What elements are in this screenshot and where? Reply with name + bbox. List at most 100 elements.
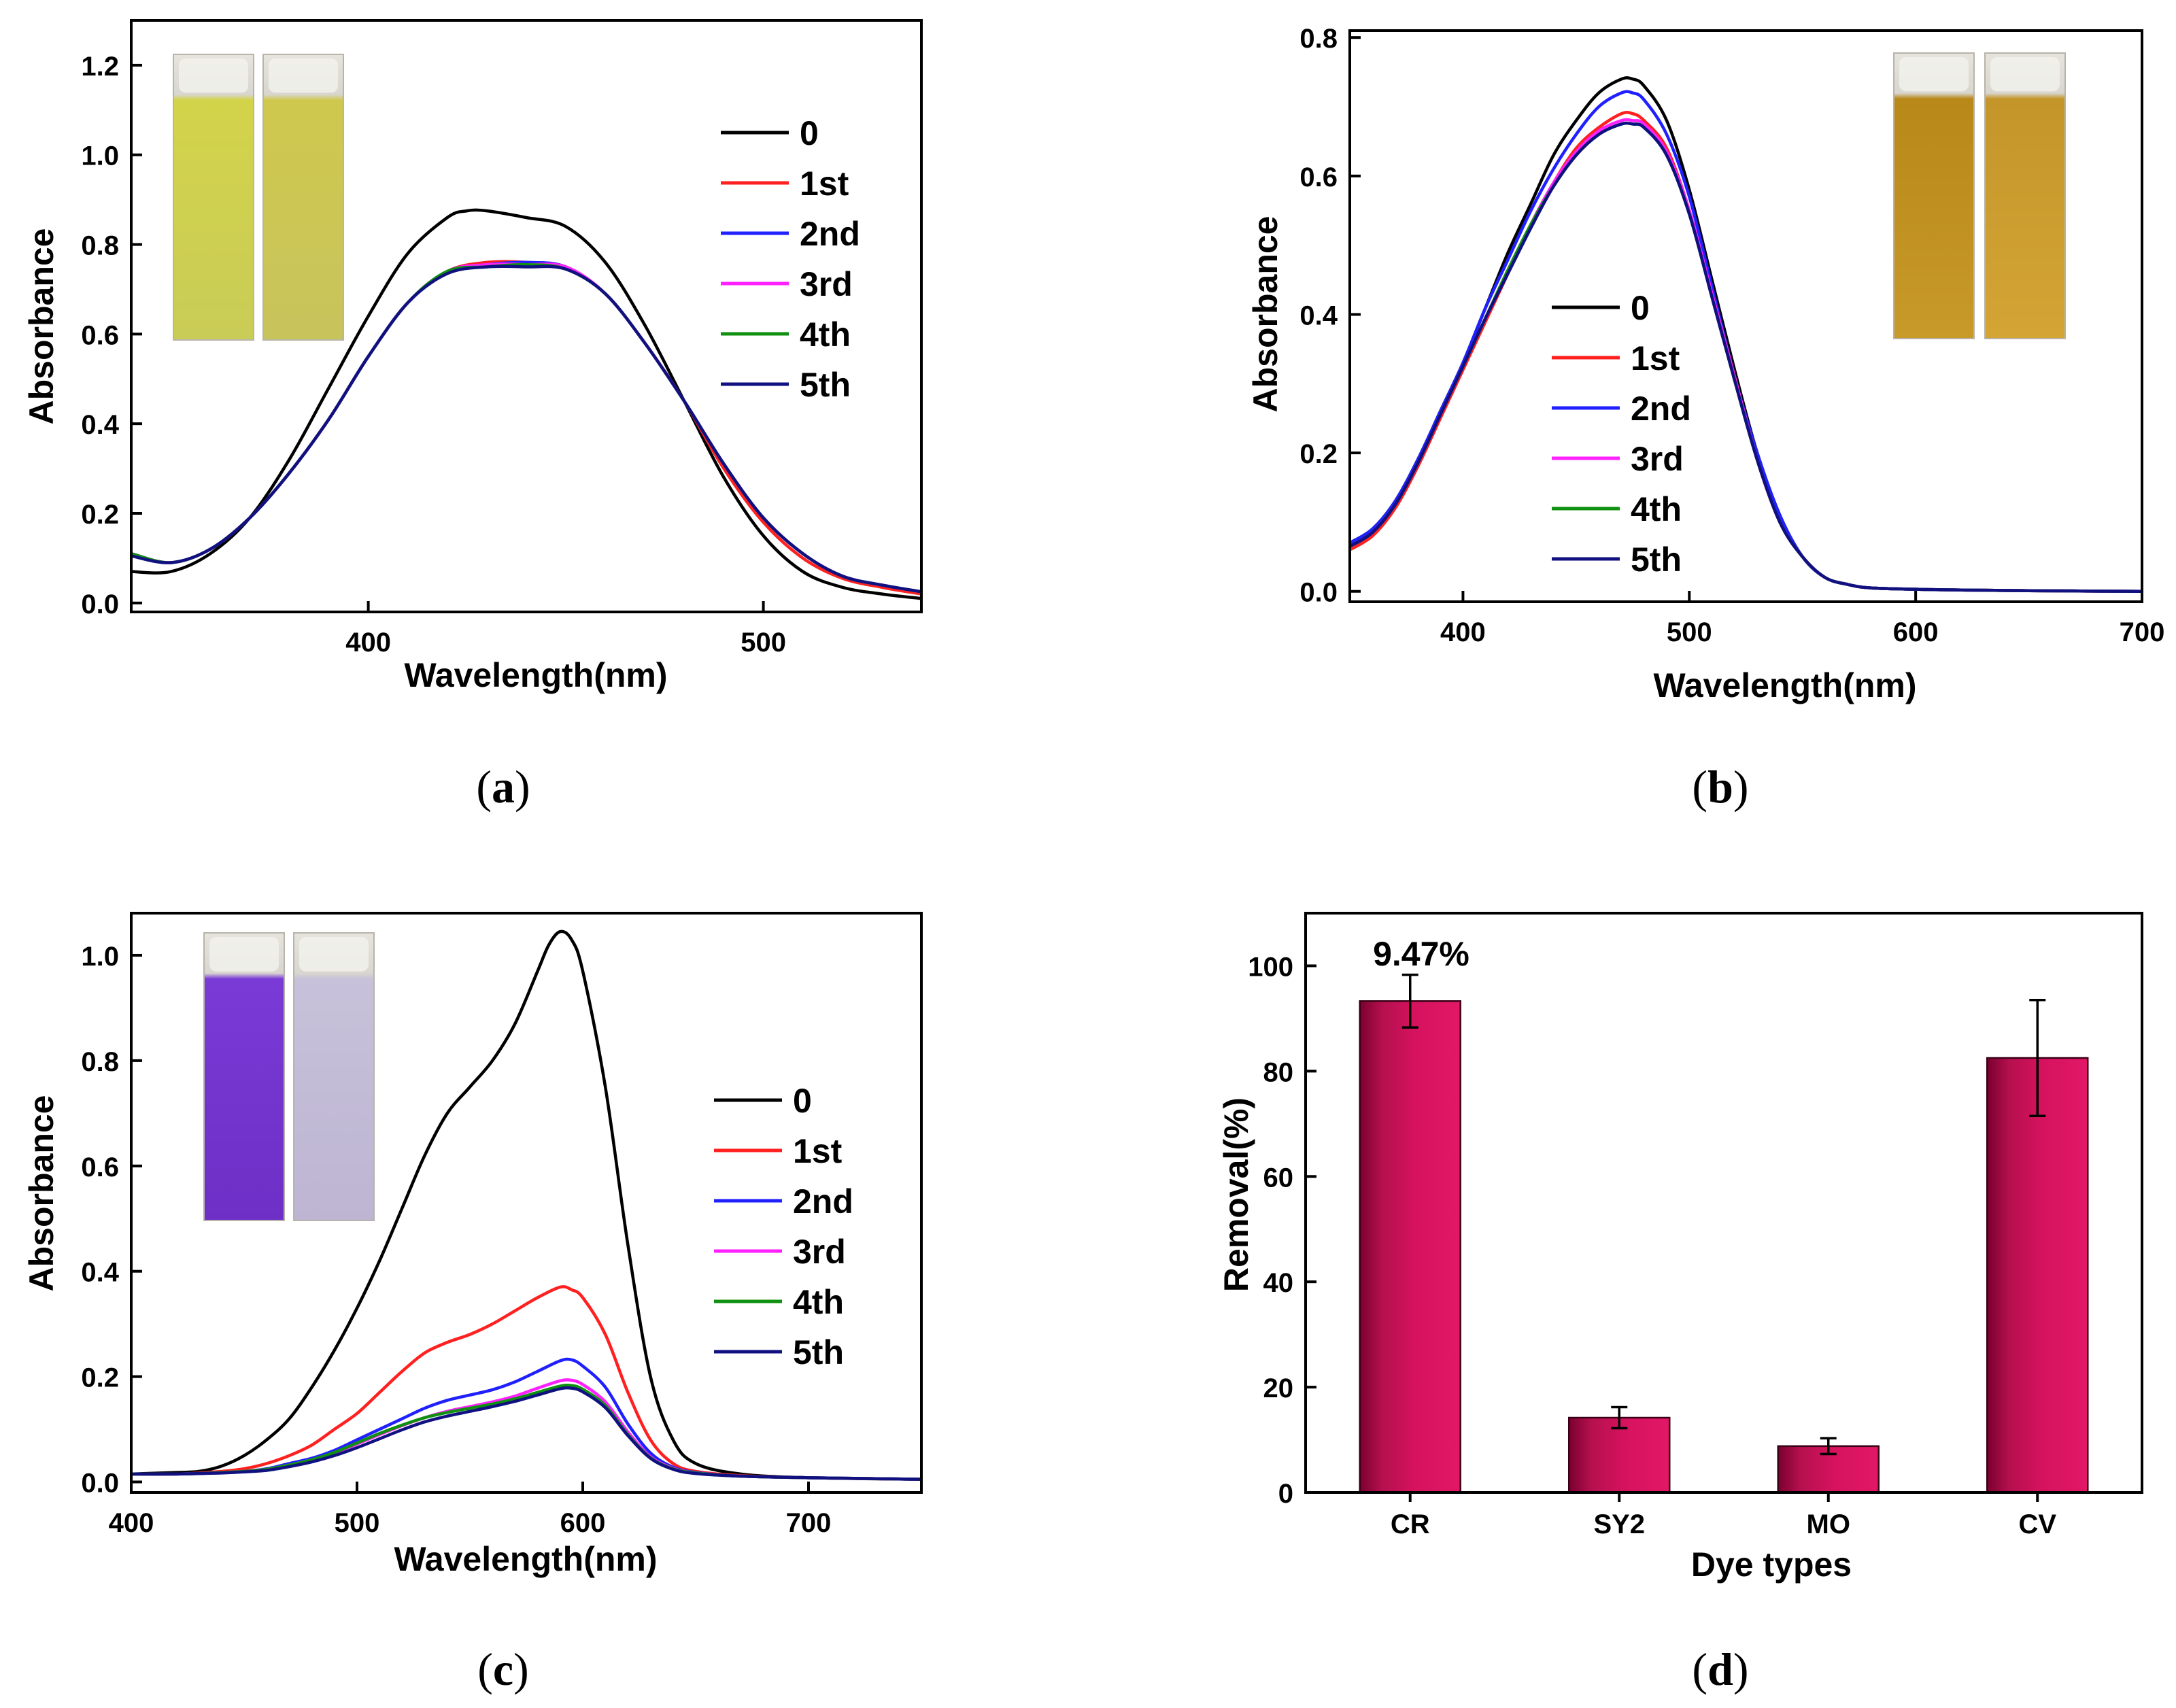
panel-b-absorbance-chart: 400 500 600 700 0.0 0.2 0.4 0.6 0.8 0 1st 2nd 3rd 4… [1246, 24, 2164, 813]
panel-a-y-tick-label: 0.8 [81, 231, 119, 261]
panel-c-legend-label-2nd: 2nd [793, 1182, 853, 1220]
panel-b-x-tick-label: 400 [1440, 617, 1486, 647]
panel-c-plot-frame [130, 912, 923, 1494]
panel-a-series-line-5th [131, 264, 921, 594]
panel-b-cuvette-cap-2 [1990, 57, 2060, 92]
panel-a-x-ticks: 400 500 [345, 601, 786, 657]
panel-b-cuvette-2 [1984, 52, 2066, 339]
panel-d-y-tick-label: 60 [1263, 1163, 1294, 1193]
panel-a-y-tick-label: 0.6 [81, 320, 119, 350]
panel-d-x-ticks: CR SY2 MO CV [1391, 1492, 2056, 1539]
panel-c-series-line-1st [131, 1285, 921, 1481]
panel-a-y-tick-label: 1.2 [81, 52, 119, 82]
panel-b-y-tick-label: 0.8 [1299, 24, 1338, 54]
panel-b-y-tick-label: 0.0 [1299, 578, 1338, 608]
panel-a-y-tick-label: 0.2 [81, 500, 119, 530]
panel-a-x-tick-label: 400 [345, 628, 391, 657]
panel-b-cuvette-inset [1893, 52, 2066, 339]
panel-c-cuvette-inset [203, 932, 375, 1221]
panel-d-bars [1359, 973, 2089, 1494]
panel-c-legend-label-5th: 5th [793, 1333, 844, 1371]
panel-a-x-tick-label: 500 [741, 628, 786, 657]
panel-d-caption: (d) [1692, 1643, 1748, 1695]
panel-d-y-tick-label: 0 [1278, 1479, 1293, 1509]
panel-d-x-tick-label-sy2: SY2 [1593, 1509, 1645, 1539]
panel-b-legend: 0 1st 2nd 3rd 4th 5th [1552, 289, 1691, 579]
panel-a-cuvette-2 [262, 54, 344, 341]
panel-b-caption: (b) [1692, 761, 1748, 813]
panel-a-cuvette-cap-1 [179, 58, 248, 93]
panel-a-cuvette-1 [173, 54, 254, 341]
panel-b-legend-label-4th: 4th [1631, 490, 1682, 528]
panel-a-caption: (a) [476, 761, 530, 813]
panel-b-series [1350, 76, 2142, 593]
panel-c-series-line-2nd [131, 1357, 921, 1481]
panel-a-legend: 0 1st 2nd 3rd 4th 5th [721, 114, 860, 404]
panel-a-cuvette-inset [173, 54, 344, 341]
panel-d-y-tick-label: 80 [1263, 1057, 1294, 1087]
panel-a-legend-label-5th: 5th [800, 366, 851, 404]
panel-c-y-tick-label: 0.8 [81, 1047, 119, 1077]
panel-a-legend-label-4th: 4th [800, 315, 851, 354]
panel-c-x-tick-label: 500 [335, 1508, 380, 1538]
panel-b-series-lines [1350, 76, 2142, 593]
panel-d-x-tick-label-cr: CR [1391, 1509, 1430, 1539]
panel-d-y-ticks: 0 20 40 60 80 100 [1248, 952, 1316, 1509]
panel-c-cuvette-cap-2 [299, 937, 369, 972]
panel-d-caption-paren-open: ( [1692, 1643, 1707, 1695]
panel-b-y-tick-label: 0.4 [1299, 301, 1338, 330]
panel-b-legend-label-5th: 5th [1631, 541, 1682, 579]
panel-a-caption-paren-close: ) [515, 761, 530, 813]
panel-c-legend-label-4th: 4th [793, 1283, 844, 1321]
panel-b-legend-label-1st: 1st [1631, 339, 1680, 377]
panel-c-x-axis-label: Wavelength(nm) [394, 1540, 657, 1578]
panel-a-series [131, 208, 921, 600]
panel-d-plot-frame [1304, 912, 2143, 1494]
panel-c-cuvette-2 [293, 932, 375, 1221]
panel-c-y-tick-label: 0.6 [81, 1152, 119, 1182]
panel-b-caption-paren-close: ) [1733, 761, 1749, 813]
panel-c-x-tick-label: 400 [109, 1508, 154, 1538]
panel-b-legend-label-2nd: 2nd [1631, 390, 1691, 428]
panel-b-x-axis-label: Wavelength(nm) [1653, 666, 1916, 704]
panel-d-x-axis-label: Dye types [1691, 1545, 1852, 1584]
panel-c-legend-label-3rd: 3rd [793, 1233, 846, 1271]
panel-d-caption-letter: d [1707, 1643, 1733, 1695]
panel-b-x-tick-label: 700 [2120, 617, 2165, 647]
panel-c-x-tick-label: 700 [786, 1508, 832, 1538]
panel-a-series-line-0 [131, 208, 921, 600]
panel-c-caption-paren-close: ) [513, 1643, 529, 1695]
panel-c-legend-label-0: 0 [793, 1082, 812, 1120]
panel-c-y-ticks: 0.0 0.2 0.4 0.6 0.8 1.0 [81, 942, 142, 1499]
panel-a-legend-label-2nd: 2nd [800, 215, 860, 253]
panel-b-x-tick-label: 500 [1667, 617, 1712, 647]
panel-b-caption-paren-open: ( [1692, 761, 1707, 813]
panel-b-cuvette-cap-1 [1899, 57, 1969, 92]
panel-b-cuvette-1 [1893, 52, 1975, 339]
panel-b-caption-letter: b [1707, 761, 1733, 813]
panel-c-y-axis-label: Absorbance [22, 1095, 61, 1292]
panel-c-y-tick-label: 0.0 [81, 1469, 119, 1499]
panel-d-y-axis-label: Removal(%) [1217, 1097, 1255, 1292]
panel-a-legend-label-1st: 1st [800, 165, 849, 203]
panel-b-plot-frame [1348, 29, 2143, 603]
panel-c-x-ticks: 400 500 600 700 [109, 1482, 832, 1538]
panel-b-legend-label-0: 0 [1631, 289, 1650, 327]
panel-b-series-line-5th [1350, 121, 2142, 593]
panel-d-y-tick-label: 100 [1248, 952, 1293, 982]
panel-c-series-lines [131, 929, 921, 1481]
panel-d-bar-cv [1986, 1057, 2089, 1494]
panel-b-y-ticks: 0.0 0.2 0.4 0.6 0.8 [1299, 24, 1361, 608]
panel-a-y-ticks: 0.0 0.2 0.4 0.6 0.8 1.0 1.2 [81, 52, 142, 619]
panel-a-cuvette-cap-2 [269, 58, 338, 93]
panel-c-caption-letter: c [493, 1643, 513, 1695]
panel-d-caption-paren-close: ) [1733, 1643, 1749, 1695]
panel-a-y-axis-label: Absorbance [22, 228, 61, 425]
panel-c-y-tick-label: 0.2 [81, 1363, 119, 1393]
panel-a-y-tick-label: 0.0 [81, 590, 119, 619]
panel-b-y-axis-label: Absorbance [1246, 216, 1285, 413]
panel-a-caption-letter: a [492, 761, 515, 813]
panel-a-legend-label-3rd: 3rd [800, 265, 853, 303]
panel-d-x-tick-label-mo: MO [1807, 1509, 1850, 1539]
panel-a-y-tick-label: 1.0 [81, 141, 119, 171]
